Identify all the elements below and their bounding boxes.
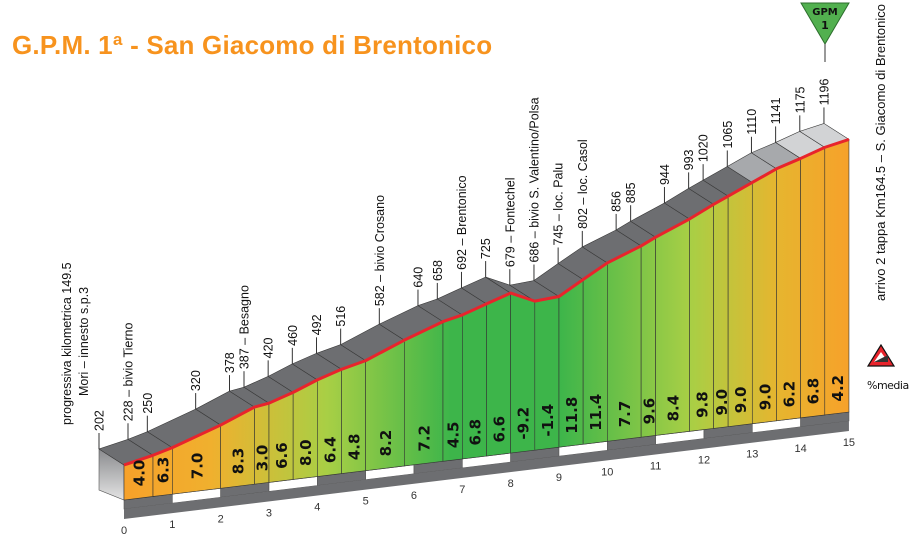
- elevation-label: 1175: [793, 86, 807, 113]
- gradient-label: 9.6: [640, 398, 658, 425]
- start-note-line1: progressiva kilometrica 149.5: [60, 262, 74, 425]
- start-note-line2: Mori – innesto s.p.3: [77, 287, 91, 396]
- gradient-label: 6.6: [273, 442, 291, 469]
- gradient-label: -9.2: [515, 407, 533, 440]
- km-tick-label: 8: [508, 478, 514, 490]
- gradient-label: 8.4: [665, 395, 683, 422]
- gradient-label: 6.2: [781, 381, 799, 408]
- elevation-label: 320: [189, 370, 203, 391]
- km-tick-label: 15: [843, 437, 855, 449]
- gpm-badge-category: 1: [821, 19, 829, 32]
- gradient-label: 11.8: [563, 397, 581, 434]
- gradient-label: 4.5: [445, 422, 463, 449]
- elevation-label: 1110: [745, 109, 759, 135]
- gradient-label: 3.0: [254, 445, 272, 472]
- gradient-label: 9.0: [732, 387, 750, 414]
- profile-title: G.P.M. 1ª - San Giacomo di Brentonico: [12, 30, 493, 60]
- segment-face: [800, 146, 826, 419]
- gradient-label: 6.4: [321, 436, 339, 463]
- elevation-label: 944: [658, 164, 672, 185]
- elevation-label: 993: [682, 149, 696, 170]
- legend-label: %media: [867, 379, 909, 392]
- elevation-label: 802 – loc. Casol: [576, 139, 590, 229]
- base-shadow: [124, 420, 849, 519]
- km-tick-label: 6: [411, 490, 417, 502]
- gradient-label: 7.0: [188, 453, 206, 480]
- km-tick-label: 10: [601, 466, 613, 478]
- segment-face: [824, 139, 850, 416]
- gradient-label: 6.6: [491, 416, 509, 443]
- elevation-label: 492: [310, 314, 324, 335]
- gradient-label: 4.2: [829, 375, 847, 402]
- gradient-label: 6.8: [805, 378, 823, 405]
- elevation-label: 679 – Fontechel: [503, 177, 517, 267]
- elevation-label: 1065: [721, 121, 735, 149]
- km-tick-label: 0: [121, 525, 127, 537]
- elevation-label: 516: [334, 306, 348, 327]
- elevation-label: 1196: [817, 78, 831, 105]
- gradient-label: 8.0: [297, 439, 315, 466]
- elevation-label: 856: [610, 191, 624, 212]
- elevation-label: 1020: [697, 134, 711, 162]
- gradient-label: 8.2: [377, 430, 395, 457]
- km-tick-label: 9: [556, 472, 562, 484]
- elevation-label: 640: [411, 267, 425, 288]
- km-tick-label: 1: [169, 519, 175, 531]
- gradient-label: 6.8: [466, 419, 484, 446]
- km-tick-label: 14: [794, 443, 806, 455]
- legend: %media: [866, 343, 909, 392]
- km-tick-label: 13: [746, 449, 758, 461]
- gradient-label: 9.0: [756, 384, 774, 411]
- elevation-label: 228 – bivio Tierno: [121, 323, 135, 422]
- gradient-label: 4.8: [346, 434, 364, 461]
- elevation-label: 378: [223, 352, 237, 373]
- profile-body: [98, 123, 850, 519]
- gpm-triangle-icon: [800, 2, 850, 45]
- elevation-label: 686 – bivio S. Valentino/Polsa: [527, 97, 541, 262]
- elevation-label: 692 – Brentonico: [455, 175, 469, 270]
- road-line: [123, 138, 850, 467]
- elevation-label: 658: [431, 260, 445, 281]
- elevation-label: 460: [286, 325, 300, 346]
- gradient-label: 7.7: [616, 401, 634, 428]
- gpm-badge: GPM 1: [800, 2, 850, 62]
- elevation-label: 250: [141, 393, 155, 414]
- finish-note: arrivo 2 tappa Km164.5 – S. Giacomo di B…: [873, 4, 888, 301]
- km-tick-label: 3: [266, 507, 272, 519]
- elevation-label: 582 – bivio Crosano: [373, 195, 387, 306]
- gradient-label: 7.2: [416, 425, 434, 452]
- km-tick-label: 2: [218, 513, 224, 525]
- elevation-label: 745 – loc. Palu: [552, 163, 566, 246]
- km-tick-label: 7: [459, 484, 465, 496]
- elevation-label: 885: [624, 182, 638, 203]
- elevation-label: 725: [479, 238, 493, 259]
- elevation-labels: 4.0 6.3 7.0 8.3 3.0 6.6 8.0 6.4 4.8 8.2 7.2 4.5 6.8 6…: [93, 78, 856, 537]
- gradient-label: 4.0: [130, 460, 148, 487]
- km-tick-label: 4: [314, 502, 320, 514]
- gradient-warning-triangle-icon: [866, 343, 896, 367]
- gradient-label: 6.3: [155, 457, 173, 484]
- gpm-badge-label: GPM: [812, 7, 838, 18]
- km-tick-label: 11: [650, 460, 661, 472]
- km-tick-label: 5: [363, 496, 369, 508]
- gradient-label: 9.0: [713, 389, 731, 416]
- gradient-label: 11.4: [587, 394, 605, 431]
- elevation-label: 202: [93, 410, 107, 431]
- gradient-label: -1.4: [539, 404, 557, 437]
- km-tick-label: 12: [698, 455, 710, 467]
- gradient-label: 9.8: [694, 391, 712, 418]
- gradient-label: 8.3: [230, 448, 248, 475]
- elevation-label: 420: [262, 337, 276, 358]
- elevation-label: 387 – Besagno: [237, 285, 251, 369]
- elevation-label: 1141: [769, 98, 783, 125]
